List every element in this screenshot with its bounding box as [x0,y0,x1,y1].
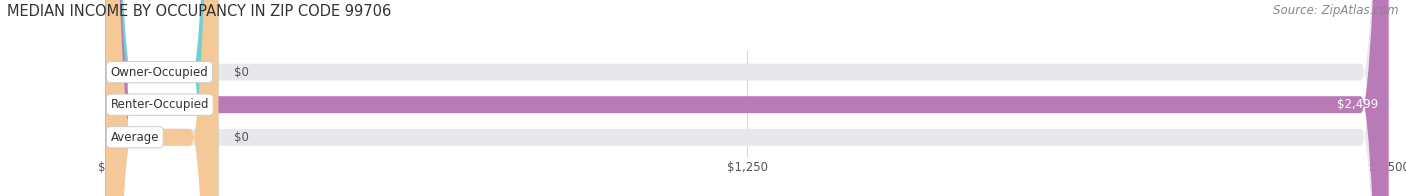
Text: Source: ZipAtlas.com: Source: ZipAtlas.com [1274,4,1399,17]
Text: $2,499: $2,499 [1337,98,1378,111]
FancyBboxPatch shape [105,0,218,196]
Text: MEDIAN INCOME BY OCCUPANCY IN ZIP CODE 99706: MEDIAN INCOME BY OCCUPANCY IN ZIP CODE 9… [7,4,391,19]
FancyBboxPatch shape [105,0,1389,196]
FancyBboxPatch shape [105,0,1389,196]
Text: Renter-Occupied: Renter-Occupied [111,98,209,111]
Text: Average: Average [111,131,159,144]
Text: Owner-Occupied: Owner-Occupied [111,66,208,79]
FancyBboxPatch shape [105,0,1389,196]
Text: $0: $0 [233,131,249,144]
Text: $0: $0 [233,66,249,79]
FancyBboxPatch shape [105,0,1389,196]
FancyBboxPatch shape [105,0,218,196]
